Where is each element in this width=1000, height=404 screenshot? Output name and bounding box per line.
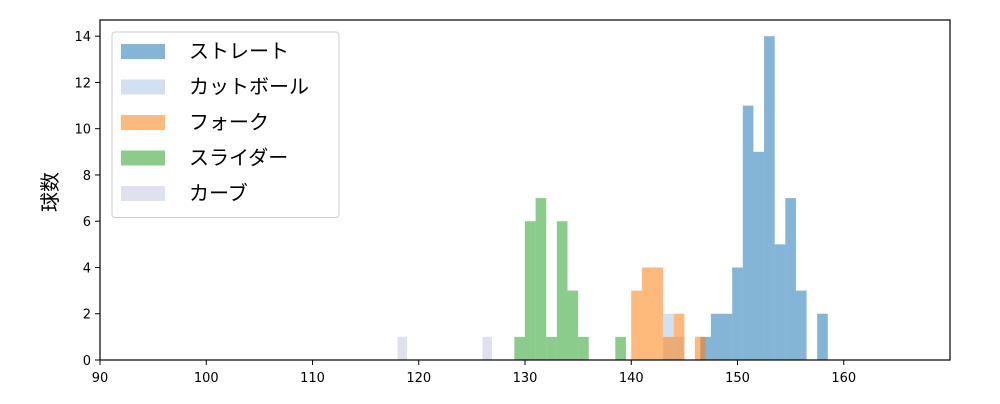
histogram-bar <box>641 267 664 360</box>
histogram-bar <box>742 105 754 360</box>
histogram-bar <box>785 198 796 360</box>
y-axis: 0 2 4 6 8 10 12 14 <box>74 30 100 369</box>
y-tick-label: 10 <box>74 123 91 138</box>
y-tick-label: 8 <box>83 169 91 184</box>
x-tick-label: 110 <box>300 371 325 386</box>
legend-item: カットボール <box>121 75 309 99</box>
y-tick-label: 0 <box>83 354 91 369</box>
series-4 <box>397 336 493 360</box>
legend-swatch <box>121 79 165 95</box>
histogram-bar <box>774 244 786 360</box>
legend-label: スライダー <box>189 146 288 170</box>
legend-item: ストレート <box>121 39 289 63</box>
x-tick-label: 150 <box>725 371 750 386</box>
histogram-bar <box>615 336 626 360</box>
histogram-bar <box>631 290 642 360</box>
bars-layer <box>397 36 828 360</box>
histogram-bar <box>795 290 807 360</box>
histogram-bar <box>482 336 493 360</box>
x-tick-label: 90 <box>92 371 109 386</box>
histogram-bar <box>673 313 685 360</box>
histogram-bar <box>578 336 589 360</box>
legend-swatch <box>121 150 165 166</box>
y-tick-label: 6 <box>83 215 91 230</box>
histogram-bar <box>817 313 828 360</box>
legend-item: フォーク <box>121 110 269 134</box>
legend-label: ストレート <box>189 39 289 63</box>
legend-label: カットボール <box>189 75 309 99</box>
legend-swatch <box>121 44 165 59</box>
histogram-bar <box>397 336 408 360</box>
histogram-bar <box>753 151 765 360</box>
series-3 <box>514 198 626 360</box>
histogram-bar <box>695 336 706 360</box>
x-tick-label: 140 <box>619 371 644 386</box>
legend-swatch <box>121 186 165 201</box>
histogram-bar <box>525 221 536 360</box>
legend-label: カーブ <box>189 181 248 205</box>
y-tick-label: 12 <box>74 76 91 91</box>
histogram-bar <box>567 290 579 360</box>
histogram-bar <box>732 267 743 360</box>
histogram-bar <box>556 221 568 360</box>
histogram-bar <box>535 198 547 360</box>
x-tick-label: 160 <box>831 371 856 386</box>
y-tick-label: 2 <box>83 308 91 323</box>
legend-swatch <box>121 115 165 130</box>
x-axis: 90 100 110 120 130 140 150 160 <box>92 360 856 386</box>
histogram-bar <box>764 36 775 360</box>
x-tick-label: 100 <box>194 371 219 386</box>
legend-label: フォーク <box>189 110 269 134</box>
legend-item: カーブ <box>121 181 248 205</box>
histogram-bar <box>663 313 674 360</box>
legend-item: スライダー <box>121 146 288 170</box>
series-2 <box>631 267 706 360</box>
x-tick-label: 130 <box>513 371 538 386</box>
y-tick-label: 14 <box>74 30 91 45</box>
y-tick-label: 4 <box>83 261 91 276</box>
x-tick-label: 120 <box>406 371 431 386</box>
histogram-bar <box>546 336 557 360</box>
histogram-bar <box>663 336 674 360</box>
histogram-bar <box>514 336 525 360</box>
histogram-bar <box>710 313 733 360</box>
y-axis-label: 球数 <box>38 172 62 212</box>
legend-box <box>111 31 340 218</box>
